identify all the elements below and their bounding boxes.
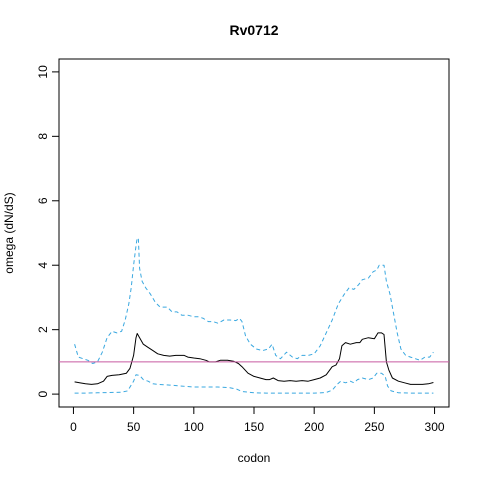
y-tick-label: 6 [36, 197, 50, 204]
x-axis-label: codon [238, 451, 271, 465]
y-tick-label: 4 [36, 262, 50, 269]
x-tick-label: 0 [70, 420, 77, 434]
x-tick-label: 150 [244, 420, 264, 434]
x-tick-label: 200 [304, 420, 324, 434]
y-tick-label: 8 [36, 133, 50, 140]
series-layer [74, 237, 434, 394]
x-tick-label: 300 [425, 420, 445, 434]
y-axis-label: omega (dN/dS) [2, 192, 16, 273]
x-axis: 0 50 100 150 200 250 300 [70, 406, 445, 434]
series-line-lower-bound [74, 372, 434, 394]
x-tick-label: 100 [184, 420, 204, 434]
plot-frame [58, 58, 450, 408]
x-tick-label: 250 [364, 420, 384, 434]
x-tick-label: 50 [127, 420, 141, 434]
chart-title: Rv0712 [229, 22, 278, 38]
y-tick-label: 0 [36, 390, 50, 397]
series-line-estimate [74, 332, 434, 385]
series-line-upper-bound [74, 237, 434, 364]
y-tick-label: 10 [36, 65, 50, 79]
y-tick-label: 2 [36, 326, 50, 333]
y-axis: 0 2 4 6 8 10 [36, 65, 60, 397]
